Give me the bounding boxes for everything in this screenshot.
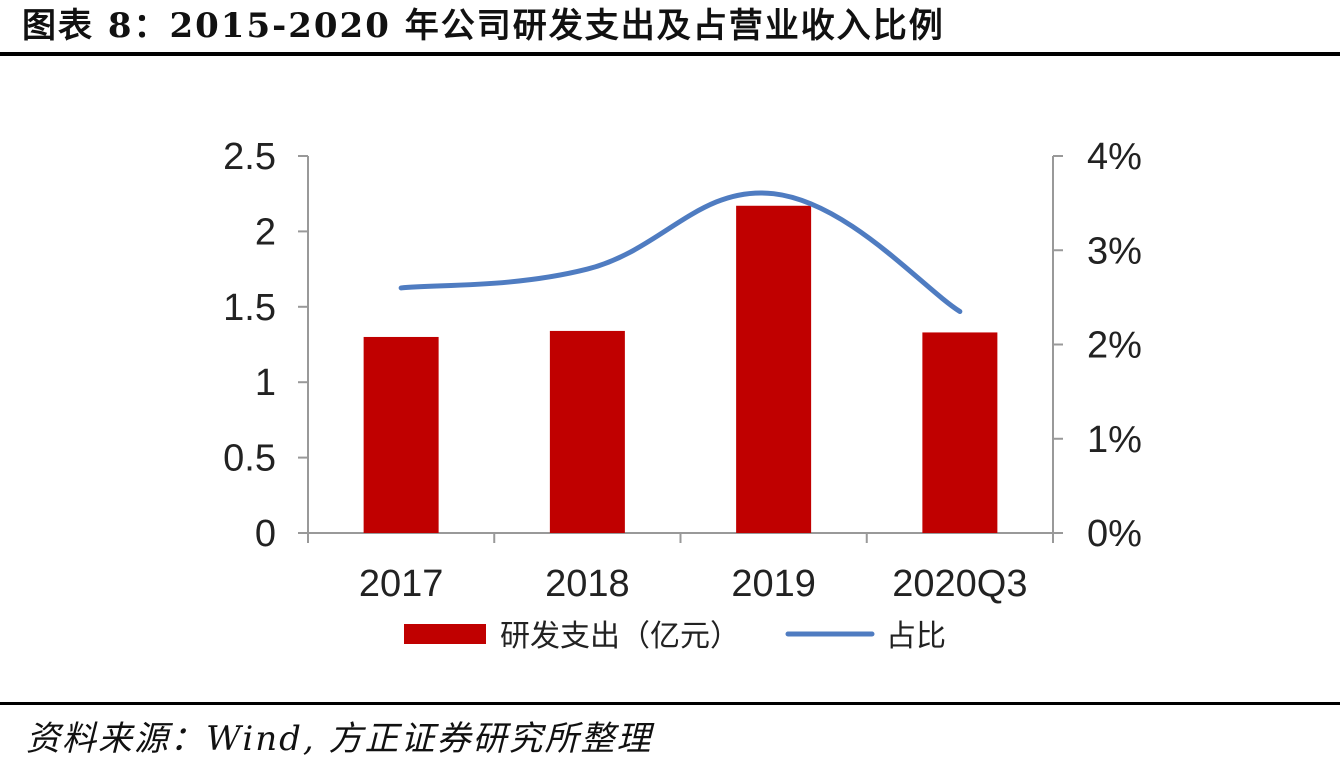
bar-2017 xyxy=(363,336,439,533)
bar-2019 xyxy=(736,205,812,533)
x-tick-label: 2019 xyxy=(731,563,816,605)
right-tick-label: 0% xyxy=(1087,513,1142,555)
line-series xyxy=(398,190,963,315)
x-tick-label: 2017 xyxy=(359,563,444,605)
combo-chart: 0 0.5 1 1.5 2 2.5 0% 1% 2% 3% 4% 2017 2018 2019 2020… xyxy=(223,136,1142,654)
left-tick-label: 1.5 xyxy=(223,287,276,329)
x-tick-label: 2020Q3 xyxy=(892,563,1027,605)
left-tick-label: 1 xyxy=(255,362,276,404)
bar-2018 xyxy=(549,330,625,533)
right-tick-label: 4% xyxy=(1087,136,1142,178)
left-axis: 0 0.5 1 1.5 2 2.5 xyxy=(223,136,309,555)
x-tick-label: 2018 xyxy=(545,563,630,605)
legend-label-line: 占比 xyxy=(886,619,946,654)
right-tick-label: 2% xyxy=(1087,325,1142,367)
left-tick-label: 0 xyxy=(255,513,276,555)
legend: 研发支出（亿元） 占比 xyxy=(404,619,946,654)
right-tick-label: 1% xyxy=(1087,419,1142,461)
source-note: 资料来源：Wind, 方正证券研究所整理 xyxy=(26,719,653,759)
bar-2020Q3 xyxy=(922,332,998,533)
figure-title: 图表 8：2015-2020 年公司研发支出及占营业收入比例 xyxy=(22,6,945,46)
right-axis: 0% 1% 2% 3% 4% xyxy=(1052,136,1142,555)
legend-label-bar: 研发支出（亿元） xyxy=(500,619,740,654)
legend-swatch-bar xyxy=(404,624,486,644)
right-tick-label: 3% xyxy=(1087,230,1142,272)
left-tick-label: 2 xyxy=(255,211,276,253)
bar-series xyxy=(363,205,998,533)
bottom-rule xyxy=(0,702,1340,705)
x-axis: 2017 2018 2019 2020Q3 xyxy=(307,532,1054,605)
left-tick-label: 0.5 xyxy=(223,438,276,480)
top-rule xyxy=(0,52,1340,56)
left-tick-label: 2.5 xyxy=(223,136,276,178)
line-share-ratio xyxy=(398,190,963,315)
